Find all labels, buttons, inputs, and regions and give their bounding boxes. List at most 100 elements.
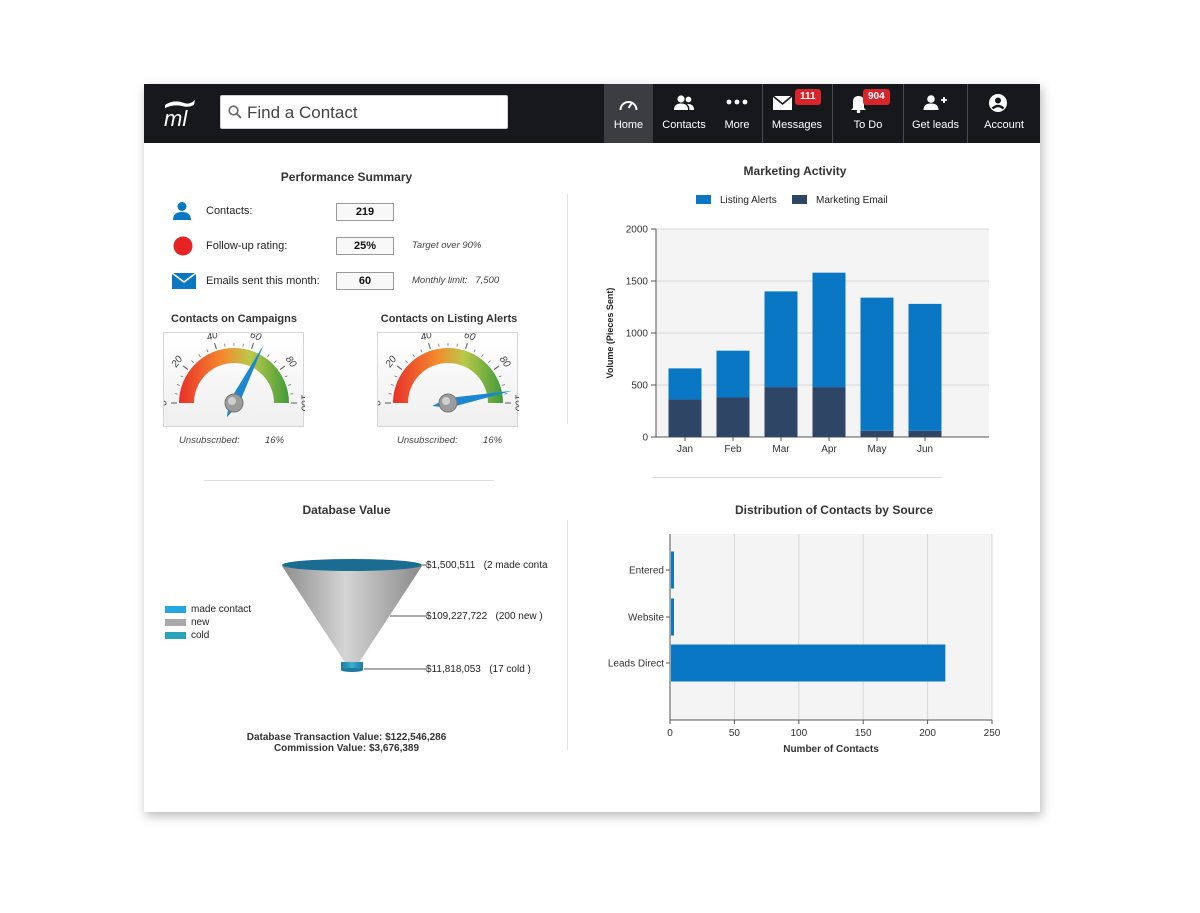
nav-divider <box>967 84 968 143</box>
x-tick-label: 200 <box>919 728 936 739</box>
gauge-tick-label: 100 <box>512 395 519 412</box>
gauge-tick-label: 100 <box>298 395 305 412</box>
gauge-tick <box>396 365 403 370</box>
bar-listing-alerts-feb <box>716 350 750 398</box>
gauge-campaigns: 0 20 40 60 80 100 <box>159 329 309 427</box>
funnel-spout-rim <box>341 668 363 672</box>
add-user-icon <box>923 95 947 110</box>
gauge-alerts-dial: 0 20 40 60 80 100 <box>373 329 523 413</box>
database-value-title: Database Value <box>302 503 391 517</box>
horizontal-divider <box>204 480 494 481</box>
gauge-tick <box>502 384 506 386</box>
bar-listing-alerts-jan <box>668 368 702 400</box>
x-tick-label: 0 <box>667 728 673 739</box>
nav-account-label: Account <box>984 119 1024 131</box>
gauge-tick-label: 20 <box>169 354 185 371</box>
legend-label-cold: cold <box>191 630 210 641</box>
y-tick-label: Leads Direct <box>608 659 664 670</box>
funnel-label-new: $109,227,722 (200 new ) <box>426 611 543 622</box>
speedometer-icon <box>619 101 638 111</box>
legend-label-marketing-email: Marketing Email <box>816 195 888 206</box>
gauge-tick <box>191 360 194 363</box>
x-tick-label: May <box>868 444 887 455</box>
people-icon <box>674 95 694 110</box>
x-tick-label: 100 <box>790 728 807 739</box>
x-tick-label: Mar <box>772 444 790 455</box>
search-icon <box>228 105 242 119</box>
nav-home-label: Home <box>613 119 644 131</box>
nav-account[interactable]: Account <box>968 84 1040 143</box>
legend-label-made-contact: made contact <box>191 604 252 615</box>
marketing-activity-chart: 0 500 1000 1500 2000 Volume (Pieces Sent) Jan F… <box>605 225 989 455</box>
nav-contacts-label: Contacts <box>662 119 706 131</box>
bar-marketing-email-apr <box>812 387 846 437</box>
gauge-tick <box>279 365 286 370</box>
bell-icon <box>851 96 866 113</box>
gauge-tick <box>267 354 270 358</box>
nav-messages[interactable]: 111 Messages <box>763 84 831 143</box>
gauge-tick <box>251 342 254 349</box>
bar-leads-direct <box>671 644 946 682</box>
email-icon <box>172 273 196 289</box>
legend-swatch-made-contact <box>165 606 186 613</box>
legend-swatch-marketing-email <box>792 195 807 204</box>
gauge-tick <box>274 360 277 363</box>
legend-label-new: new <box>191 617 210 628</box>
nav-get-leads[interactable]: Get leads <box>904 84 967 143</box>
gauge-tick <box>412 354 415 358</box>
nav-divider <box>903 84 904 143</box>
bar-listing-alerts-mar <box>764 291 798 388</box>
gauge-tick <box>182 365 189 370</box>
x-tick-label: 150 <box>855 728 872 739</box>
nav-home[interactable]: Home <box>604 84 653 143</box>
x-tick-label: 250 <box>984 728 1001 739</box>
gauge-tick <box>198 354 201 358</box>
bar-marketing-email-jun <box>908 430 942 437</box>
perf-followup-label: Follow-up rating: <box>206 240 288 252</box>
nav-messages-label: Messages <box>771 119 823 131</box>
plot-background <box>670 534 992 720</box>
gauge-tick-label: 80 <box>283 354 299 370</box>
perf-followup-note: Target over 90% <box>412 240 482 251</box>
gauge-tick <box>493 365 500 370</box>
nav-todo[interactable]: 904 To Do <box>833 84 903 143</box>
vertical-divider <box>567 520 568 750</box>
top-navigation-bar: ml Home Contacts <box>144 84 1040 143</box>
gauge-tick <box>180 375 184 378</box>
bar-marketing-email-may <box>860 430 894 437</box>
gauge-tick-label: 20 <box>383 354 399 371</box>
nav-more[interactable]: More <box>714 84 760 143</box>
gauge-tick <box>465 342 468 349</box>
bar-website <box>671 598 674 636</box>
legend-swatch-new <box>165 619 186 626</box>
nav-todo-label: To Do <box>853 119 883 131</box>
x-tick-label: Feb <box>724 444 742 455</box>
perf-emails-note: Monthly limit: 7,500 <box>412 275 500 286</box>
gauge-campaigns-dial: 0 20 40 60 80 100 <box>159 329 309 418</box>
gauge-arc <box>393 348 503 403</box>
funnel-body <box>282 566 422 664</box>
gauge-tick <box>428 342 431 349</box>
legend-swatch-cold <box>165 632 186 639</box>
y-tick-label: 0 <box>642 433 648 444</box>
funnel-label-made-contact: $1,500,511 (2 made conta <box>426 560 548 571</box>
y-tick-label: Website <box>628 613 664 624</box>
x-tick-label: Jan <box>677 444 693 455</box>
todo-badge: 904 <box>863 89 890 105</box>
legend-label-listing-alerts: Listing Alerts <box>720 195 777 206</box>
bar-listing-alerts-apr <box>812 272 846 388</box>
database-funnel <box>282 559 427 672</box>
perf-emails-value: 60 <box>336 272 394 290</box>
y-tick-label: 2000 <box>626 225 649 236</box>
gauge-tick <box>498 375 502 378</box>
search-box[interactable] <box>220 95 508 129</box>
y-axis-label: Volume (Pieces Sent) <box>605 288 615 379</box>
search-input[interactable] <box>247 101 497 125</box>
nav-contacts[interactable]: Contacts <box>656 84 712 143</box>
ml-logo-icon[interactable]: ml <box>162 96 198 130</box>
gauge-tick <box>405 360 408 363</box>
y-tick-label: 1000 <box>626 329 649 340</box>
perf-followup-value: 25% <box>336 237 394 255</box>
messages-badge: 111 <box>795 89 821 105</box>
gauge-tick-label: 60 <box>463 333 477 344</box>
